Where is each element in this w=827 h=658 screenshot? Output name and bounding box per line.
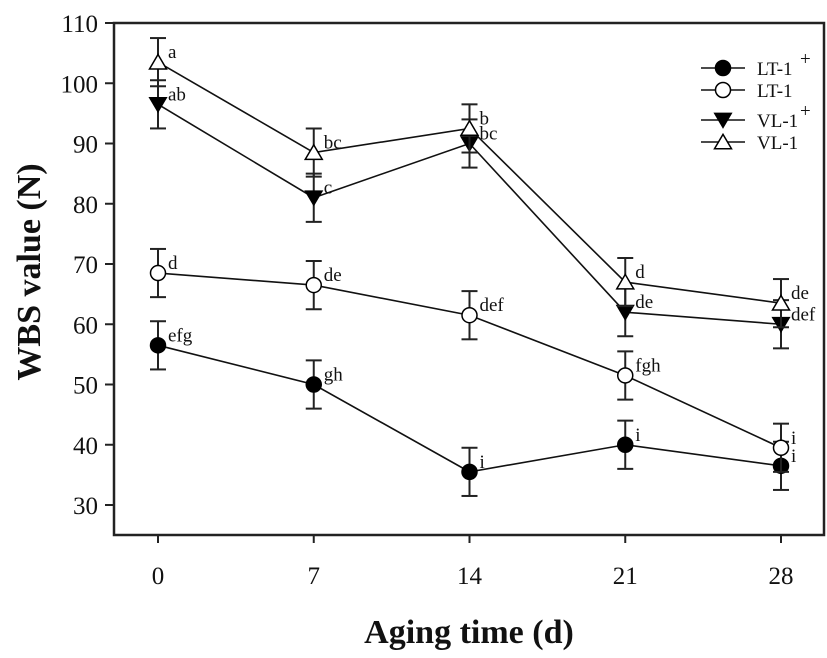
significance-label: gh [324, 365, 344, 386]
significance-label: i [480, 452, 485, 473]
significance-label: i [635, 425, 640, 446]
significance-label: bc [324, 133, 342, 154]
legend-marker [713, 132, 733, 150]
significance-label: def [480, 295, 505, 316]
significance-label: fgh [635, 355, 661, 376]
significance-label: de [324, 265, 342, 286]
legend-item: LT-1 + [701, 49, 811, 80]
x-tick-label: 14 [457, 563, 483, 590]
y-tick-label: 100 [61, 71, 99, 98]
significance-label: efg [168, 325, 193, 346]
data-point [305, 376, 322, 393]
significance-label: b [480, 108, 490, 129]
x-tick-label: 0 [152, 563, 165, 590]
legend: LT-1 +LT-1VL-1 +VL-1 [701, 49, 811, 154]
data-point [461, 463, 478, 481]
x-tick-label: 7 [308, 563, 321, 590]
legend-label: VL-1 [757, 133, 798, 154]
significance-label: c [324, 178, 332, 199]
data-point [772, 439, 790, 457]
data-point [305, 276, 322, 294]
significance-label: i [791, 446, 796, 467]
y-tick-label: 80 [73, 192, 98, 219]
y-tick-label: 50 [73, 373, 98, 400]
legend-label: LT-1 [757, 81, 793, 102]
series-line [157, 61, 782, 304]
data-point [148, 96, 168, 114]
significance-label: ab [168, 84, 186, 105]
legend-item: VL-1 [701, 132, 798, 154]
data-point [617, 436, 634, 453]
data-point [303, 143, 324, 161]
data-point [461, 306, 478, 324]
y-tick-label: 90 [73, 132, 98, 159]
series-1: d de def fgh i [149, 247, 796, 473]
data-point [304, 190, 324, 207]
y-tick-label: 30 [73, 493, 98, 520]
legend-item: LT-1 [701, 81, 793, 102]
y-axis-title: WBS value (N) [11, 163, 48, 380]
significance-label: de [791, 283, 809, 304]
significance-label: de [635, 292, 653, 313]
data-point [615, 272, 636, 290]
y-tick-label: 70 [73, 252, 98, 279]
x-tick-label: 28 [769, 563, 794, 590]
data-point [148, 53, 168, 70]
significance-label: bc [480, 124, 498, 145]
y-tick-label: 110 [61, 11, 98, 38]
legend-label: VL-1 [757, 111, 798, 132]
significance-label: a [168, 42, 177, 63]
significance-label: d [635, 262, 645, 283]
legend-item: VL-1 + [701, 101, 811, 132]
legend-superscript: + [800, 101, 811, 122]
x-tick-label: 21 [613, 563, 638, 590]
y-tick-label: 60 [73, 312, 98, 339]
data-point [149, 337, 167, 354]
legend-marker [714, 81, 732, 99]
legend-marker [714, 59, 732, 77]
legend-label: LT-1 [757, 59, 793, 80]
legend-superscript: + [800, 49, 811, 70]
data-point [617, 367, 634, 384]
data-point [459, 119, 480, 136]
y-tick-label: 40 [73, 433, 98, 460]
significance-label: def [791, 304, 816, 325]
legend-marker [713, 112, 733, 129]
significance-label: d [168, 253, 178, 274]
data-point [771, 294, 791, 311]
significance-label: i [791, 428, 796, 449]
data-point [149, 264, 167, 282]
x-axis-title: Aging time (d) [364, 614, 574, 651]
